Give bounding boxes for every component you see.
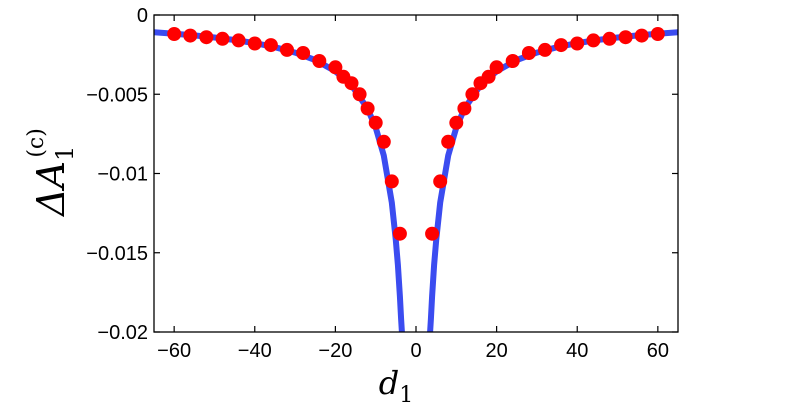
x-tick-label: −40 xyxy=(238,340,272,362)
data-point xyxy=(360,101,375,116)
x-tick-label: 20 xyxy=(485,340,507,362)
data-point xyxy=(263,38,278,53)
data-point xyxy=(344,76,359,91)
data-point xyxy=(481,69,496,84)
model-curve-branch-1 xyxy=(154,29,405,332)
y-tick-label: 0 xyxy=(137,5,148,27)
data-point xyxy=(650,27,665,41)
data-point xyxy=(167,27,182,41)
y-axis-label: ΔA1(c) xyxy=(24,128,79,218)
y-tick-label: −0.005 xyxy=(86,84,148,106)
data-point xyxy=(247,36,262,51)
data-point xyxy=(215,31,230,46)
plot-frame xyxy=(153,14,679,333)
data-point xyxy=(449,115,464,130)
x-tick-label: 60 xyxy=(647,340,669,362)
data-point xyxy=(328,60,343,75)
data-point xyxy=(368,115,383,130)
y-axis: 0 −0.005 −0.01 −0.015 −0.02 xyxy=(86,5,678,344)
series-layer xyxy=(154,27,678,332)
data-point xyxy=(586,33,601,48)
data-point xyxy=(602,31,617,46)
data-point xyxy=(441,134,456,149)
data-point xyxy=(554,38,569,53)
data-point xyxy=(231,33,246,48)
data-point xyxy=(489,60,504,75)
data-point xyxy=(570,36,585,51)
data-point xyxy=(376,134,391,149)
data-point xyxy=(618,30,633,45)
data-point xyxy=(312,54,327,68)
data-point xyxy=(183,28,198,43)
x-tick-label: 40 xyxy=(566,340,588,362)
x-tick-label: 0 xyxy=(410,340,421,362)
y-tick-label: −0.02 xyxy=(97,322,148,344)
model-curve-branch-2 xyxy=(427,29,678,332)
plot-area xyxy=(153,14,679,333)
x-tick-label: −20 xyxy=(318,340,352,362)
data-point xyxy=(296,46,311,60)
y-tick-label: −0.01 xyxy=(97,164,148,186)
data-point xyxy=(457,101,472,116)
data-point xyxy=(425,226,440,241)
data-point xyxy=(634,28,649,43)
data-point xyxy=(505,54,520,68)
x-axis: −60 −40 −20 0 20 40 60 xyxy=(157,15,669,362)
data-point xyxy=(280,42,294,57)
data-point xyxy=(199,30,214,45)
data-point xyxy=(465,87,480,102)
data-point xyxy=(352,87,367,102)
data-point xyxy=(384,174,399,189)
data-point xyxy=(521,46,536,60)
data-point xyxy=(392,226,407,241)
data-point xyxy=(433,174,448,189)
x-tick-label: −60 xyxy=(157,340,191,362)
x-axis-label: d1 xyxy=(379,364,413,402)
data-point xyxy=(538,42,552,57)
y-tick-label: −0.015 xyxy=(86,243,148,265)
